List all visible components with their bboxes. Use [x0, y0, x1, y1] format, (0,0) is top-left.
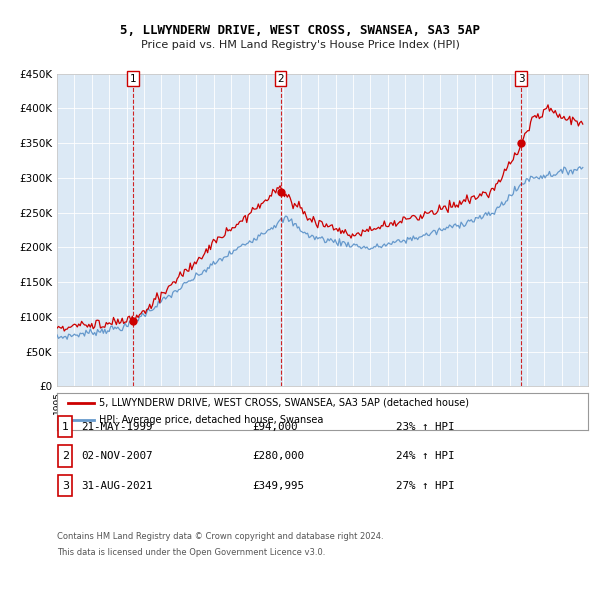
Text: 5, LLWYNDERW DRIVE, WEST CROSS, SWANSEA, SA3 5AP: 5, LLWYNDERW DRIVE, WEST CROSS, SWANSEA,… — [120, 24, 480, 37]
Text: 5, LLWYNDERW DRIVE, WEST CROSS, SWANSEA, SA3 5AP (detached house): 5, LLWYNDERW DRIVE, WEST CROSS, SWANSEA,… — [100, 398, 469, 408]
Text: 1: 1 — [130, 74, 137, 84]
Text: £349,995: £349,995 — [252, 481, 304, 490]
Text: 31-AUG-2021: 31-AUG-2021 — [81, 481, 152, 490]
Text: 27% ↑ HPI: 27% ↑ HPI — [396, 481, 455, 490]
FancyBboxPatch shape — [58, 445, 73, 467]
Text: 2: 2 — [62, 451, 69, 461]
Text: 23% ↑ HPI: 23% ↑ HPI — [396, 422, 455, 431]
Text: Contains HM Land Registry data © Crown copyright and database right 2024.: Contains HM Land Registry data © Crown c… — [57, 532, 383, 541]
Text: 21-MAY-1999: 21-MAY-1999 — [81, 422, 152, 431]
Text: 1: 1 — [62, 422, 69, 431]
Text: This data is licensed under the Open Government Licence v3.0.: This data is licensed under the Open Gov… — [57, 548, 325, 556]
Text: £280,000: £280,000 — [252, 451, 304, 461]
Text: 3: 3 — [518, 74, 524, 84]
FancyBboxPatch shape — [58, 475, 73, 496]
FancyBboxPatch shape — [58, 416, 73, 437]
Text: HPI: Average price, detached house, Swansea: HPI: Average price, detached house, Swan… — [100, 415, 324, 425]
Text: 2: 2 — [277, 74, 284, 84]
Text: 3: 3 — [62, 481, 69, 490]
Text: £94,000: £94,000 — [252, 422, 298, 431]
Text: 02-NOV-2007: 02-NOV-2007 — [81, 451, 152, 461]
Text: Price paid vs. HM Land Registry's House Price Index (HPI): Price paid vs. HM Land Registry's House … — [140, 40, 460, 50]
Text: 24% ↑ HPI: 24% ↑ HPI — [396, 451, 455, 461]
